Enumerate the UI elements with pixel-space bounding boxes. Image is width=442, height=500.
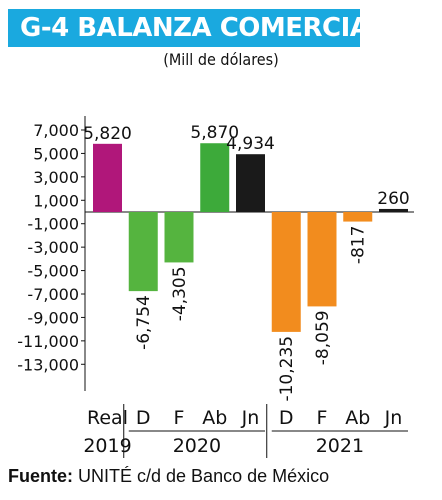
- y-tick-label: -13,000: [17, 355, 79, 374]
- category-labels: Real D F Ab Jn D F Ab Jn: [87, 407, 402, 429]
- data-label: 5,820: [83, 124, 132, 144]
- data-label: 4,934: [226, 134, 275, 154]
- category-label: Ab: [202, 407, 227, 429]
- y-tick-label: -1,000: [27, 215, 79, 234]
- bar: [379, 208, 408, 212]
- source-note: Fuente: UNITÉ c/d de Banco de México: [8, 466, 329, 487]
- category-label: D: [136, 407, 151, 429]
- source-text: UNITÉ c/d de Banco de México: [78, 466, 330, 486]
- data-label: -4,305: [170, 266, 190, 321]
- category-label: Real: [87, 407, 128, 429]
- category-label: F: [174, 407, 185, 429]
- year-groups: 2019 2020 2021: [83, 404, 408, 458]
- y-tick-label: -7,000: [27, 285, 79, 304]
- y-tick-label: 1,000: [33, 191, 79, 210]
- bar: [271, 212, 301, 332]
- data-label: 5,870: [190, 123, 239, 143]
- data-label: -8,059: [313, 310, 333, 365]
- category-label: D: [279, 407, 294, 429]
- chart-subtitle: (Mill de dólares): [163, 50, 279, 69]
- y-tick-label: 5,000: [33, 144, 79, 163]
- bar: [164, 212, 194, 263]
- bar: [343, 212, 373, 222]
- group-label: 2020: [173, 435, 221, 457]
- data-label: -817: [349, 226, 369, 265]
- bar: [236, 154, 265, 212]
- source-label: Fuente:: [8, 466, 73, 486]
- y-tick-label: 3,000: [33, 168, 79, 187]
- category-label: Jn: [241, 407, 260, 429]
- bar: [307, 212, 337, 307]
- y-tick-label: -11,000: [17, 332, 79, 351]
- chart-title: G-4 BALANZA COMERCIAL: [20, 13, 386, 43]
- bar: [200, 143, 230, 212]
- group-label: 2019: [83, 435, 131, 457]
- y-tick-label: -3,000: [27, 238, 79, 257]
- category-label: F: [317, 407, 328, 429]
- category-label: Ab: [345, 407, 370, 429]
- y-tick-label: 7,000: [33, 121, 79, 140]
- data-label: -6,754: [134, 295, 154, 350]
- y-tick-label: -9,000: [27, 308, 79, 327]
- bar: [128, 212, 158, 292]
- data-label: 260: [377, 189, 409, 209]
- group-label: 2021: [316, 435, 364, 457]
- y-tick-label: -5,000: [27, 262, 79, 281]
- bar: [93, 143, 122, 212]
- title-banner: G-4 BALANZA COMERCIAL: [8, 9, 386, 47]
- data-label: -10,235: [277, 336, 297, 402]
- category-label: Jn: [384, 407, 403, 429]
